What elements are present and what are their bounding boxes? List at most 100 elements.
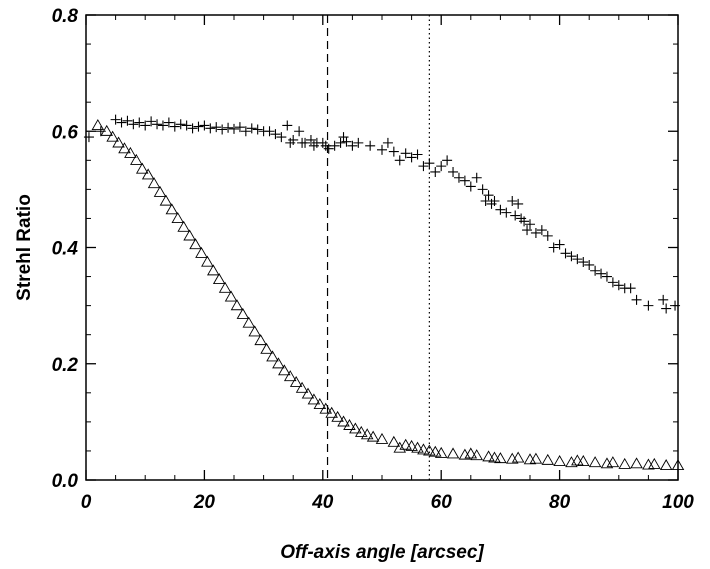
triangle-point [242, 316, 256, 328]
triangle-point [464, 447, 478, 459]
plus-point [264, 126, 275, 137]
plus-point [643, 300, 654, 311]
triangle-point [106, 130, 119, 142]
series-plus [83, 114, 681, 314]
triangle-point [124, 146, 137, 158]
plus-point [223, 122, 234, 133]
triangle-point [648, 457, 661, 469]
triangle-point [349, 422, 362, 434]
plus-point [394, 155, 405, 166]
triangle-point [588, 456, 602, 468]
plus-point [240, 126, 251, 137]
triangle-point [399, 438, 412, 450]
plus-point [294, 126, 305, 137]
plus-point [377, 144, 387, 155]
plus-point [424, 158, 435, 169]
plus-point [229, 123, 239, 134]
triangle-point [331, 410, 344, 422]
triangle-point [278, 364, 291, 376]
triangle-point [153, 185, 167, 197]
plus-point [566, 251, 577, 262]
triangle-point [434, 446, 448, 458]
triangle-point [177, 220, 190, 232]
triangle-point [260, 342, 273, 354]
triangle-point [283, 370, 297, 382]
plus-point [510, 210, 521, 221]
triangle-point [529, 452, 543, 464]
triangle-point [411, 441, 424, 453]
plus-point [288, 134, 299, 145]
triangle-point [266, 350, 279, 362]
plus-point [181, 120, 192, 131]
triangle-point [606, 456, 620, 468]
triangle-point [366, 430, 380, 442]
plus-point [365, 140, 376, 151]
triangle-point [494, 452, 507, 464]
plus-point [146, 116, 157, 127]
triangle-point [212, 273, 226, 285]
triangle-point [343, 418, 356, 430]
y-tick-label: 0.0 [52, 471, 79, 492]
plus-point [163, 117, 174, 128]
triangle-point [118, 142, 131, 154]
triangle-point [470, 449, 483, 461]
plus-point [169, 121, 180, 132]
plus-point [388, 146, 399, 157]
triangle-point [112, 136, 125, 148]
triangle-point [337, 415, 350, 427]
tick-labels: 0 20 40 60 80 100 0.0 0.2 0.4 0.6 0.8 [52, 6, 695, 513]
triangle-point [405, 439, 418, 451]
plus-point [110, 114, 121, 125]
plus-point [217, 124, 228, 135]
plus-point [157, 120, 168, 131]
triangle-point [565, 456, 578, 468]
plus-point [442, 155, 453, 166]
plus-point [252, 124, 263, 135]
triangle-point [417, 443, 430, 455]
plus-point [234, 122, 245, 133]
plus-point [554, 239, 565, 250]
triangle-point [571, 454, 584, 466]
triangle-point [207, 264, 220, 276]
plus-point [140, 120, 151, 131]
plus-point [530, 227, 541, 238]
triangle-point [541, 453, 555, 465]
plus-point [270, 129, 281, 140]
plus-point [199, 120, 210, 131]
plus-point [465, 181, 476, 192]
triangle-point [360, 428, 374, 440]
plus-point [513, 198, 524, 209]
triangle-point [553, 454, 566, 466]
plus-point [471, 172, 482, 183]
data-series [83, 114, 685, 471]
triangle-point [91, 119, 105, 131]
triangle-point [218, 281, 232, 293]
plus-point [400, 148, 411, 159]
plus-point [341, 136, 352, 147]
y-tick-label: 0.8 [52, 6, 79, 27]
triangle-point [141, 168, 155, 180]
plus-point [418, 161, 429, 172]
plus-point [477, 184, 488, 195]
triangle-point [429, 445, 442, 457]
triangle-point [307, 393, 321, 405]
x-tick-label: 100 [662, 492, 694, 513]
x-tick-label: 20 [193, 492, 216, 513]
triangle-point [289, 375, 303, 387]
triangle-point [511, 451, 525, 463]
plus-point [430, 166, 441, 177]
triangle-point [630, 457, 643, 469]
triangle-point [147, 177, 161, 189]
plus-point [578, 257, 589, 268]
plus-point [122, 115, 133, 126]
triangle-point [130, 153, 143, 165]
plus-point [501, 207, 512, 218]
plus-point [187, 123, 198, 134]
plus-point [536, 225, 547, 236]
triangle-point [313, 398, 327, 410]
triangle-point [375, 432, 389, 444]
triangle-point [171, 212, 185, 224]
plus-point [625, 283, 636, 294]
triangle-point [159, 194, 173, 206]
x-tick-label: 40 [311, 492, 334, 513]
